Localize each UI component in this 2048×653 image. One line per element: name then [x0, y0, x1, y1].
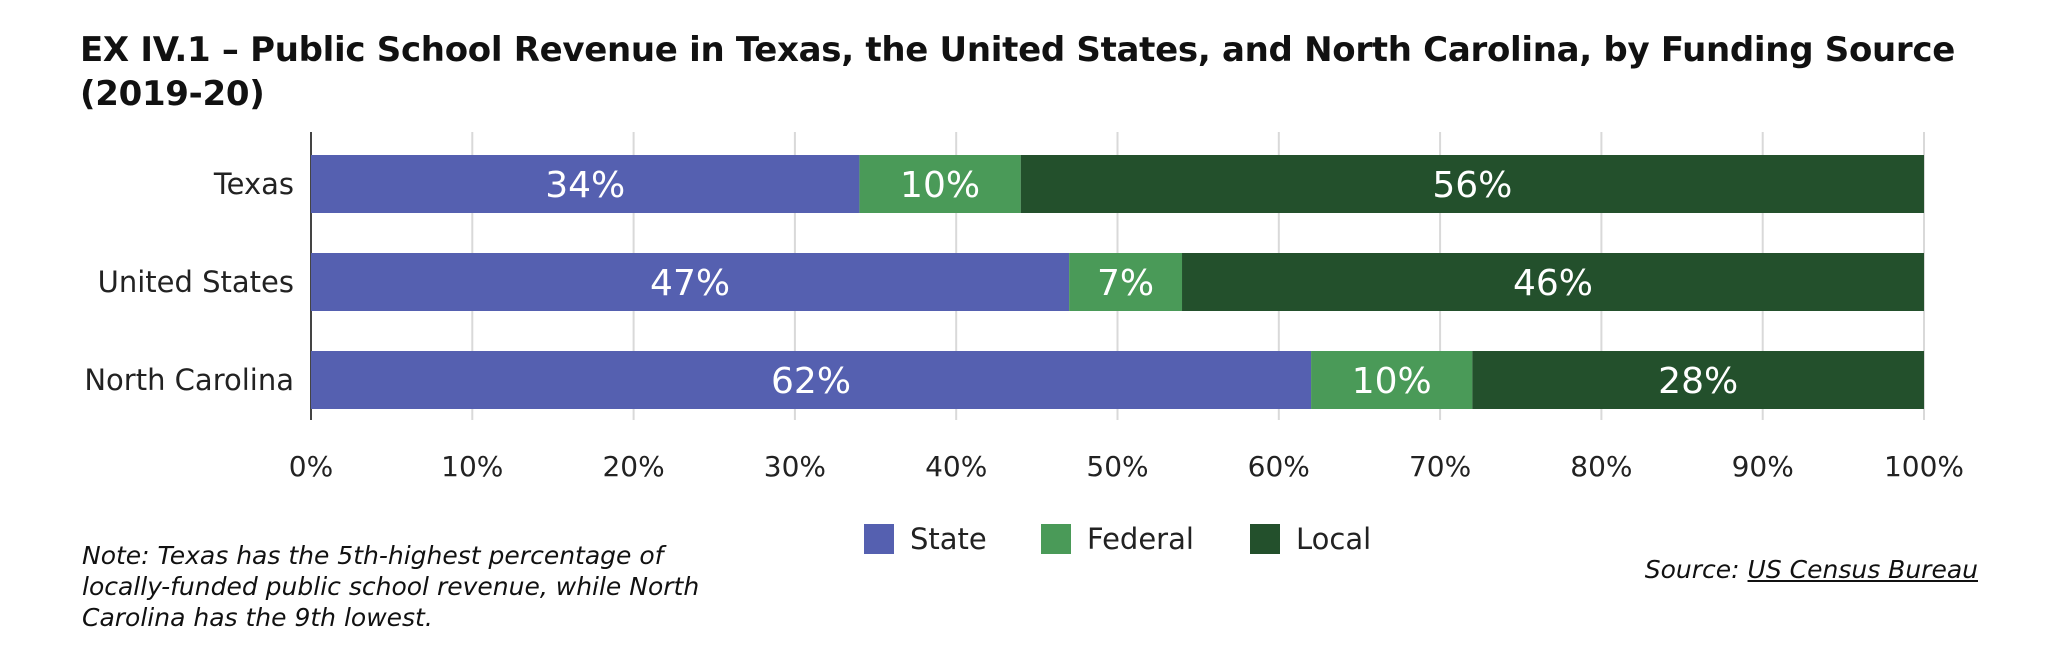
bar-segment-state	[311, 155, 860, 213]
legend-swatch-federal	[1041, 524, 1071, 554]
bars: 34% 10% 56% 47% 7% 46% 62% 10% 28%	[311, 155, 1924, 409]
legend: State Federal Local	[864, 522, 1371, 556]
bar-segment-local	[1472, 351, 1924, 409]
bar-segment-local	[1182, 253, 1924, 311]
category-label: Texas	[213, 167, 294, 201]
x-tick-label: 90%	[1732, 450, 1794, 483]
x-tick-label: 40%	[925, 450, 987, 483]
chart-title: EX IV.1 – Public School Revenue in Texas…	[80, 30, 1955, 114]
source-prefix: Source:	[1644, 555, 1748, 584]
x-tick-label: 20%	[602, 450, 664, 483]
x-tick-label: 70%	[1409, 450, 1471, 483]
x-axis: 0% 10% 20% 30% 40% 50% 60% 70% 80% 90% 100%	[289, 450, 1964, 483]
x-tick-label: 30%	[764, 450, 826, 483]
data-label: 28%	[1658, 361, 1738, 402]
x-tick-label: 60%	[1248, 450, 1310, 483]
x-tick-label: 100%	[1884, 450, 1964, 483]
x-tick-label: 50%	[1086, 450, 1148, 483]
data-label: 56%	[1432, 165, 1512, 206]
data-label: 34%	[545, 165, 625, 206]
data-label: 62%	[771, 361, 851, 402]
x-tick-label: 0%	[289, 450, 333, 483]
bar-segment-state	[311, 253, 1070, 311]
data-label: 7%	[1097, 263, 1154, 304]
x-tick-label: 10%	[441, 450, 503, 483]
category-label: United States	[98, 265, 294, 299]
data-label: 10%	[900, 165, 980, 206]
data-label: 46%	[1513, 263, 1593, 304]
bar-segment-federal	[1069, 253, 1183, 311]
category-label: North Carolina	[84, 363, 294, 397]
legend-swatch-state	[864, 524, 894, 554]
bar-segment-federal	[859, 155, 1021, 213]
legend-swatch-local	[1250, 524, 1280, 554]
bar-segment-state	[311, 351, 1312, 409]
data-label: 10%	[1352, 361, 1432, 402]
source-link[interactable]: US Census Bureau	[1747, 555, 1978, 584]
chart-note: Note: Texas has the 5th-highest percenta…	[82, 541, 700, 632]
data-label: 47%	[650, 263, 730, 304]
source-citation: Source: US Census Bureau	[1645, 555, 1978, 584]
bar-segment-federal	[1311, 351, 1473, 409]
category-labels: Texas United States North Carolina	[84, 167, 294, 397]
legend-label: State	[910, 522, 987, 556]
legend-label: Local	[1296, 522, 1371, 556]
bar-segment-local	[1020, 155, 1924, 213]
legend-label: Federal	[1087, 522, 1194, 556]
x-tick-label: 80%	[1570, 450, 1632, 483]
